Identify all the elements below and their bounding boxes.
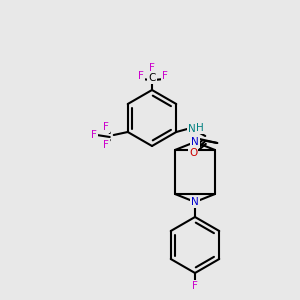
Text: N: N — [191, 137, 199, 147]
Text: F: F — [103, 122, 109, 132]
Text: F: F — [103, 140, 109, 150]
Text: F: F — [138, 71, 144, 81]
Text: F: F — [91, 130, 97, 140]
Text: F: F — [149, 63, 155, 73]
Text: N: N — [191, 197, 199, 207]
Text: C: C — [148, 73, 156, 83]
Text: O: O — [189, 148, 197, 158]
Text: H: H — [196, 123, 204, 133]
Text: N: N — [188, 124, 196, 134]
Text: F: F — [192, 281, 198, 291]
Text: F: F — [162, 71, 168, 81]
